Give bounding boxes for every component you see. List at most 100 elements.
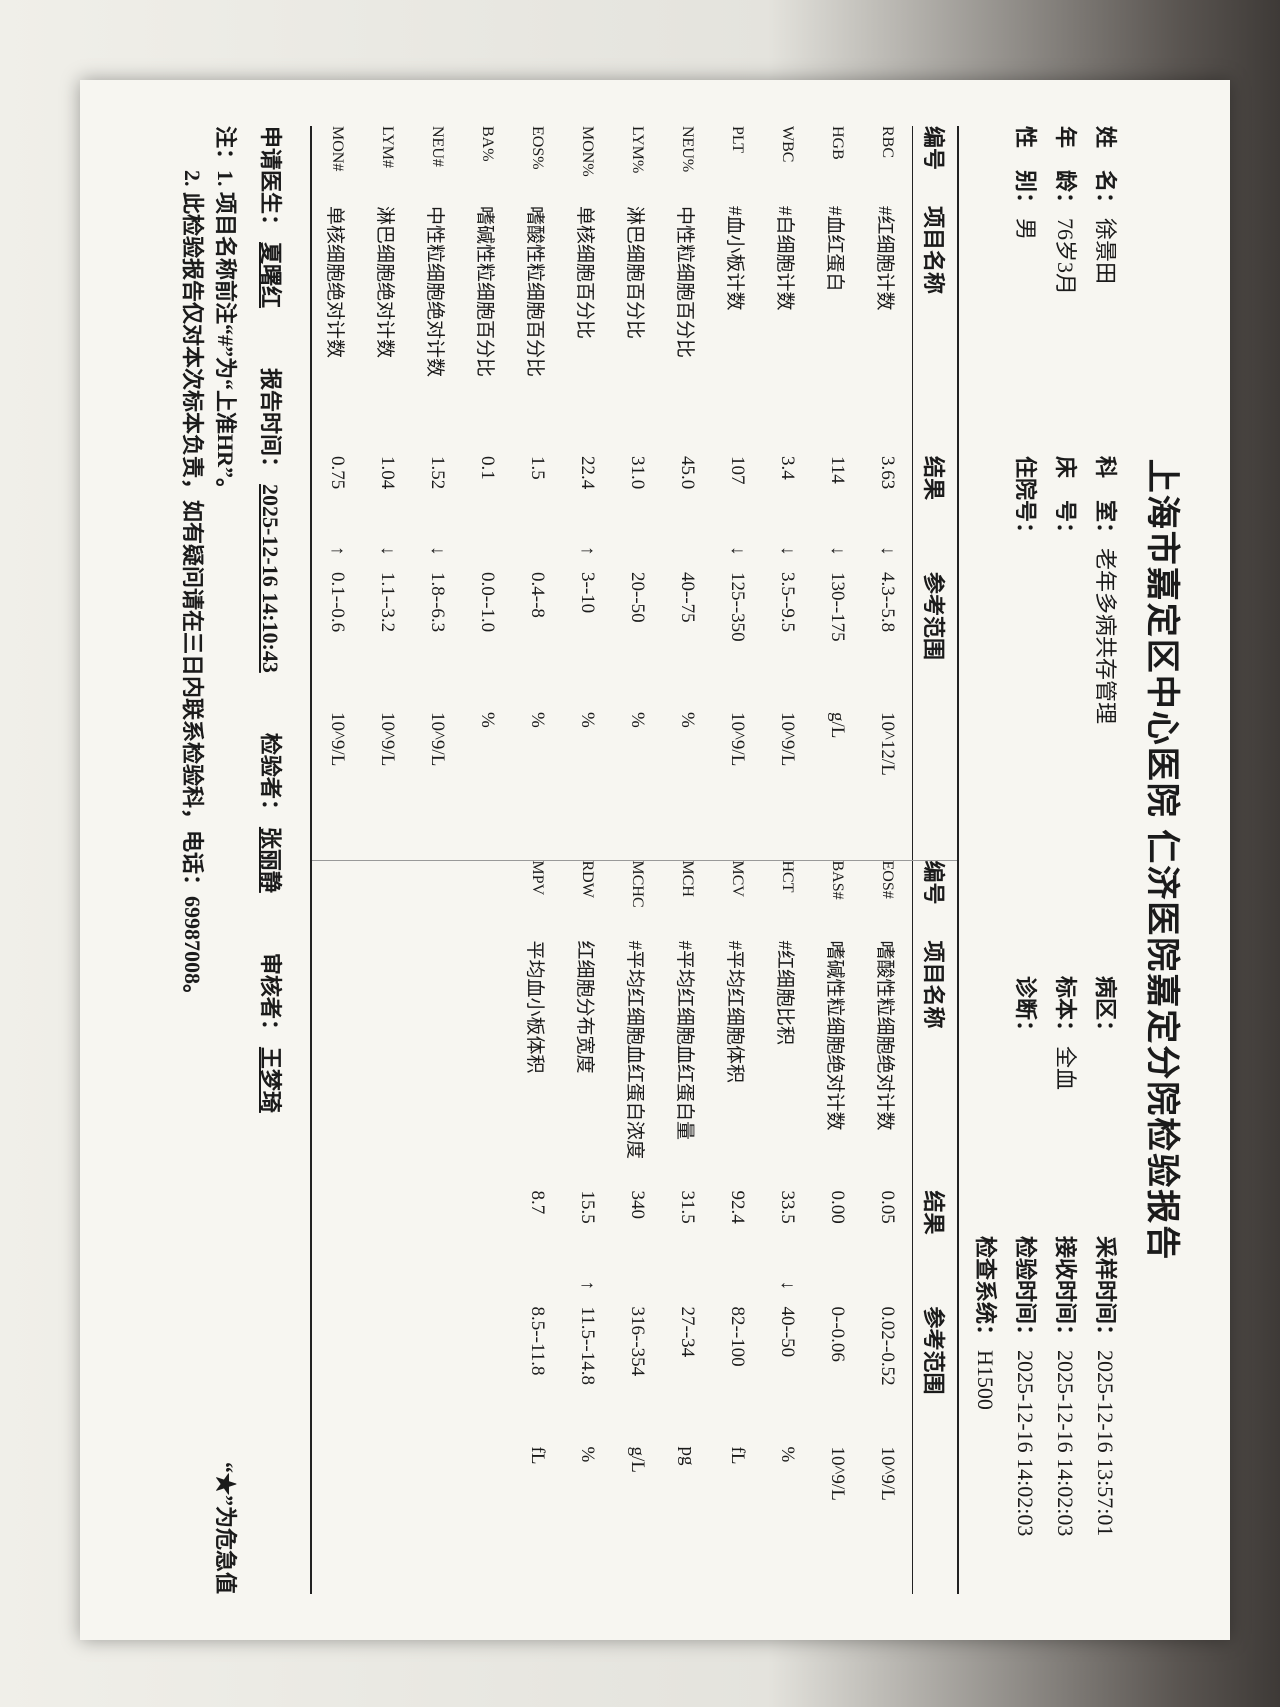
item-range: 0--0.06: [827, 1306, 848, 1362]
signature: 审核者： 王梦琦: [256, 953, 288, 1113]
header-cell: 结果: [921, 456, 946, 501]
info-value: 老年多病共存管理: [1093, 548, 1118, 725]
item-range: 316--354: [627, 1306, 648, 1377]
info-value: 2025-12-16 14:02:03: [1053, 1350, 1078, 1537]
item-result: 0.05: [877, 1190, 898, 1224]
info-label: 性 别：: [1013, 126, 1038, 215]
item-code: BAS#: [829, 860, 846, 900]
info-value: 2025-12-16 13:57:01: [1093, 1350, 1118, 1537]
item-code: RDW: [579, 860, 596, 898]
item-unit: %: [577, 712, 598, 728]
table-header: 编号 项目名称 结果 参考范围: [912, 860, 957, 1594]
report-title: 上海市嘉定区中心医院 仁济医院嘉定分院检验报告: [1143, 458, 1180, 1262]
result-row: PLT #血小板计数 107 ↓ 125--350 10^9/L: [712, 126, 762, 860]
info-label: 接收时间：: [1053, 1236, 1078, 1347]
item-code: MON#: [329, 126, 346, 172]
info-field: 标本： 全血: [1051, 976, 1083, 1236]
note-critical: “★”为危急值: [213, 1461, 238, 1594]
item-name: 红细胞分布宽度: [574, 940, 596, 1074]
patient-info: 姓 名： 徐景田科 室： 老年多病共存管理 病区： 采样时间： 2025-12-16 13…: [971, 126, 1123, 1594]
item-range: 82--100: [727, 1306, 748, 1367]
item-flag: ↑: [577, 546, 598, 556]
item-name: #红细胞计数: [874, 206, 896, 311]
item-name: 嗜碱性粒细胞百分比: [474, 206, 496, 378]
item-name: #红细胞比积: [774, 940, 796, 1046]
item-result: 1.04: [377, 456, 398, 490]
item-result: 340: [627, 1190, 648, 1220]
info-field: 诊断：: [1011, 976, 1043, 1236]
info-label: 标本：: [1053, 976, 1078, 1043]
info-field: 接收时间： 2025-12-16 14:02:03: [1051, 1236, 1083, 1594]
item-name: 嗜碱性粒细胞绝对计数: [824, 940, 846, 1131]
info-field: 病区：: [1091, 976, 1123, 1236]
info-label: 姓 名：: [1093, 126, 1118, 215]
item-unit: g/L: [627, 1446, 648, 1473]
item-code: HCT: [779, 860, 796, 893]
item-name: 嗜酸性粒细胞百分比: [524, 206, 546, 378]
info-label: 检查系统：: [973, 1236, 998, 1347]
item-code: LYM#: [379, 126, 396, 168]
item-name: #血小板计数: [724, 206, 746, 311]
item-unit: %: [777, 1446, 798, 1463]
item-range: 3--10: [577, 572, 598, 614]
note-1: 注：1. 项目名称前注“#”为“上准HR”。: [213, 126, 238, 501]
item-result: 0.75: [327, 456, 348, 490]
item-unit: 10^12/L: [877, 712, 898, 776]
item-range: 0.0--1.0: [477, 572, 498, 633]
item-range: 125--350: [727, 572, 748, 642]
item-result: 22.4: [577, 456, 598, 490]
item-range: 0.02--0.52: [877, 1306, 898, 1386]
item-unit: %: [477, 712, 498, 728]
info-field: 采样时间： 2025-12-16 13:57:01: [1091, 1236, 1123, 1594]
item-name: #血红蛋白: [824, 206, 846, 292]
item-unit: 10^9/L: [427, 712, 448, 767]
item-range: 40--50: [777, 1306, 798, 1358]
item-result: 3.4: [777, 456, 798, 480]
note-2: 2. 此检验报告仅对本次标本负责，如有疑问请在三日内联系检验科，电话：69987…: [180, 126, 205, 1007]
info-field: 性 别： 男: [1011, 126, 1043, 456]
signature-value: 张丽静: [258, 826, 283, 893]
item-range: 20--50: [627, 572, 648, 623]
item-code: HGB: [829, 126, 846, 160]
item-code: MCH: [679, 860, 696, 897]
item-range: 0.4--8: [527, 572, 548, 618]
result-row: EOS# 嗜酸性粒细胞绝对计数 0.05 0.02--0.52 10^9/L: [862, 861, 912, 1595]
info-field: [971, 976, 1003, 1236]
item-name: #白细胞计数: [774, 206, 796, 311]
header-cell: 参考范围: [921, 572, 946, 661]
signature: 报告时间： 2025-12-16 14:10:43: [256, 368, 288, 673]
item-name: 单核细胞绝对计数: [324, 206, 346, 359]
item-result: 3.63: [877, 456, 898, 490]
info-value: 男: [1013, 218, 1038, 241]
item-unit: %: [627, 712, 648, 728]
item-name: #平均红细胞血红蛋白浓度: [624, 940, 646, 1160]
info-label: 病区：: [1093, 976, 1118, 1043]
item-name: 平均血小板体积: [524, 940, 546, 1074]
result-row: NEU% 中性粒细胞百分比 45.0 40--75%: [662, 126, 712, 860]
info-field: 年 龄： 76岁3月: [1051, 126, 1083, 456]
item-code: RBC: [879, 126, 896, 159]
item-unit: pg: [677, 1446, 698, 1466]
item-unit: 10^9/L: [727, 712, 748, 767]
item-result: 1.52: [427, 456, 448, 490]
item-code: MCHC: [629, 860, 646, 908]
item-code: MPV: [529, 860, 546, 896]
table-half: 编号 项目名称 结果 参考范围 RBC #红细胞计数 3.63 ↓ 4.3--5.8 10^12/…: [312, 126, 957, 860]
notes: “★”为危急值 注：1. 项目名称前注“#”为“上准HR”。 2. 此检验报告仅…: [176, 126, 242, 1594]
report-paper: 上海市嘉定区中心医院 仁济医院嘉定分院检验报告 姓 名： 徐景田科 室： 老年多病共…: [80, 80, 1230, 1640]
item-unit: 10^9/L: [827, 1446, 848, 1501]
header-cell: 项目名称: [921, 206, 946, 295]
item-range: 130--175: [827, 572, 848, 642]
item-name: 嗜酸性粒细胞绝对计数: [874, 940, 896, 1131]
item-result: 114: [827, 456, 848, 484]
item-result: 8.7: [527, 1190, 548, 1215]
item-code: NEU#: [429, 126, 446, 167]
info-field: 床 号：: [1051, 456, 1083, 976]
item-code: MON%: [579, 126, 596, 177]
item-unit: g/L: [827, 712, 848, 739]
item-range: 27--34: [677, 1306, 698, 1358]
item-flag: ↓: [827, 546, 848, 556]
item-result: 31.0: [627, 456, 648, 490]
info-field: 姓 名： 徐景田: [1091, 126, 1123, 456]
info-label: 住院号：: [1013, 456, 1038, 545]
